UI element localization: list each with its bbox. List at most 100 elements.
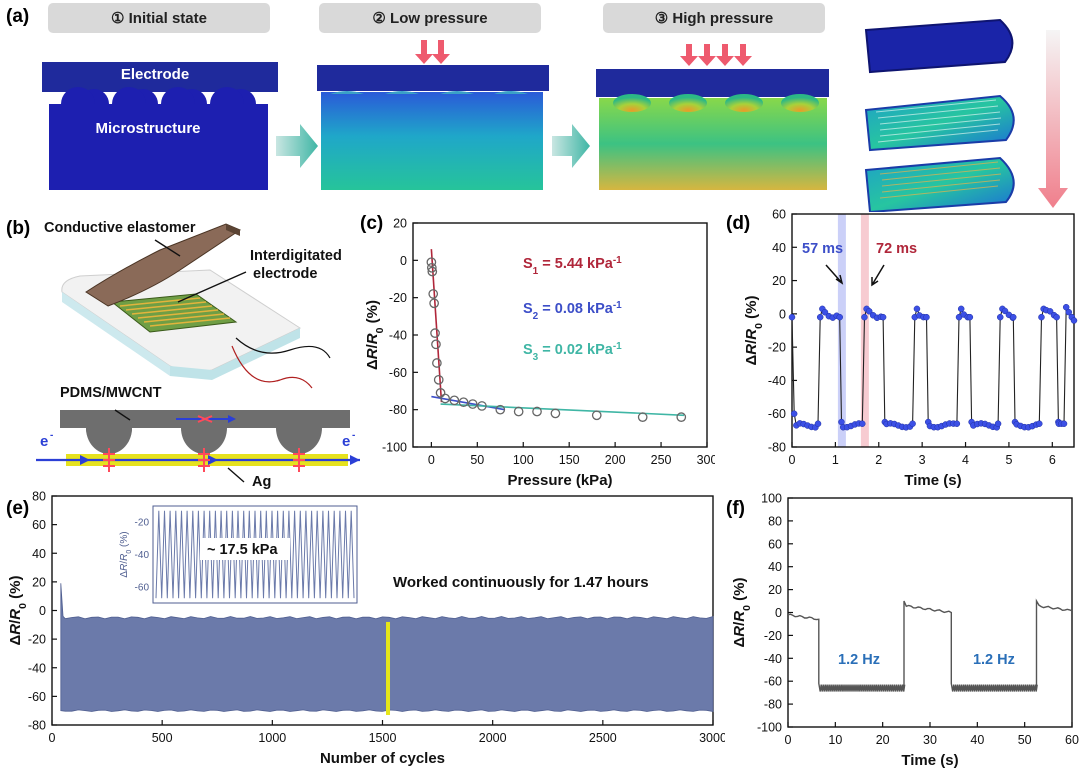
y-tick-label: 0: [400, 254, 407, 268]
data-point: [1001, 307, 1009, 315]
stage2-header: [319, 3, 541, 33]
data-point: [821, 309, 829, 316]
y-tick-label: 0: [775, 606, 782, 620]
y-tick-label: -80: [389, 403, 407, 417]
interdigitated-label-1: Interdigitated: [250, 248, 342, 264]
device-illustration: [61, 223, 331, 389]
electrode-bar: [596, 69, 829, 97]
y-axis-label: ΔR/R0 (%): [7, 576, 29, 646]
inset-label-bg: [200, 538, 290, 560]
data-point: [591, 410, 602, 421]
data-point: [865, 308, 873, 315]
x-tick-label: 250: [651, 453, 672, 467]
right-arrow-icon: [276, 124, 318, 168]
inset-y-tick-label: -40: [135, 550, 150, 561]
data-point: [1053, 313, 1060, 321]
y-axis-label: ΔR/R0 (%): [731, 578, 753, 648]
x-tick-label: 50: [1018, 733, 1032, 747]
data-point: [1060, 420, 1068, 427]
data-point: [1038, 313, 1045, 321]
inset-pressure-label: ~ 17.5 kPa: [207, 542, 278, 558]
stage1-structure: Electrode Microstructure: [42, 62, 278, 190]
response-line: [787, 598, 1073, 692]
x-tick-label: 50: [470, 453, 484, 467]
data-point: [532, 406, 542, 417]
panel-label-f: (f): [726, 498, 745, 519]
data-point: [426, 262, 437, 273]
data-point: [440, 393, 451, 404]
data-point: [879, 313, 887, 321]
electron-label-right: e: [342, 433, 350, 450]
electron-sup-right: -: [352, 430, 355, 441]
y-axis-label: ΔR/R0 (%): [364, 300, 386, 370]
plot-frame: [787, 497, 1073, 728]
ag-label: Ag: [252, 474, 271, 490]
y-tick-label: 40: [772, 241, 786, 255]
x-axis-label: Pressure (kPa): [507, 472, 612, 489]
x-tick-label: 150: [559, 453, 580, 467]
inset-y-tick-label: -20: [135, 518, 150, 529]
microstructure-block: [321, 92, 543, 190]
microstructure-label: Microstructure: [95, 120, 200, 137]
conductive-elastomer-label: Conductive elastomer: [44, 220, 196, 236]
panel-label-e: (e): [6, 498, 29, 519]
data-point: [1065, 308, 1073, 316]
top-layer: [866, 20, 1013, 72]
y-tick-label: 20: [32, 575, 46, 589]
y-tick-label: 40: [32, 547, 46, 561]
pressure-arrow-icon: [680, 44, 752, 66]
data-point: [676, 412, 687, 422]
sensitivity-annotation: S2 = 0.08 kPa-1: [523, 300, 622, 322]
y-tick-label: 60: [768, 537, 782, 551]
data-point: [859, 420, 866, 427]
stage3-header: [603, 3, 825, 33]
data-point: [428, 289, 439, 299]
y-tick-label: -80: [28, 719, 46, 733]
stage1-label: ① Initial state: [111, 10, 207, 27]
x-tick-label: 300: [697, 453, 715, 467]
data-point: [429, 298, 439, 309]
electrode-bar: [42, 62, 278, 92]
exploded-view: [864, 18, 1015, 212]
response-time-highlight: [837, 214, 846, 447]
panel-label-c: (c): [360, 213, 383, 234]
pressure-arrow-icon: [415, 40, 450, 64]
down-arrow-icon: [1038, 30, 1068, 208]
y-tick-label: 20: [768, 583, 782, 597]
data-point: [449, 395, 460, 406]
chart-f: (f) 0 10 20 30 40 50 60 -100 -80 -60 -40 -20 0 20 40 60…: [726, 492, 1079, 770]
data-point: [816, 313, 824, 321]
electron-sup-left: -: [50, 430, 53, 441]
data-point: [433, 374, 444, 385]
x-axis-label: Number of cycles: [320, 750, 445, 767]
data-point: [467, 399, 478, 409]
data-point: [477, 401, 487, 411]
pointer-line: [227, 467, 245, 483]
response-time-label: 57 ms: [802, 241, 843, 257]
right-arrow-icon: [552, 124, 590, 168]
panel-b: (b) Conductive elastomer Interdigitated …: [6, 218, 360, 490]
panel-label-d: (d): [726, 213, 750, 234]
x-tick-label: 0: [428, 453, 435, 467]
sensitivity-annotation: S1 = 5.44 kPa-1: [523, 255, 622, 277]
y-tick-label: -20: [28, 633, 46, 647]
pointer-line: [177, 271, 247, 303]
data-point: [432, 358, 442, 368]
pointer-line: [154, 239, 181, 257]
response-time-highlight: [860, 214, 869, 447]
data-point: [426, 257, 437, 268]
cross-section: [36, 409, 360, 472]
inset-y-axis-label: ΔR/R0 (%): [119, 531, 133, 577]
data-point: [513, 406, 524, 417]
data-point: [427, 266, 438, 277]
y-tick-label: -40: [28, 661, 46, 675]
y-tick-label: 80: [768, 514, 782, 528]
x-tick-label: 2500: [589, 731, 617, 745]
y-tick-label: -80: [764, 698, 782, 712]
x-tick-label: 1: [832, 453, 839, 467]
y-tick-label: 0: [39, 604, 46, 618]
microstructure-block: [49, 89, 268, 190]
data-point: [790, 410, 798, 417]
x-tick-label: 60: [1065, 733, 1079, 747]
electrode-bar: [317, 65, 549, 91]
